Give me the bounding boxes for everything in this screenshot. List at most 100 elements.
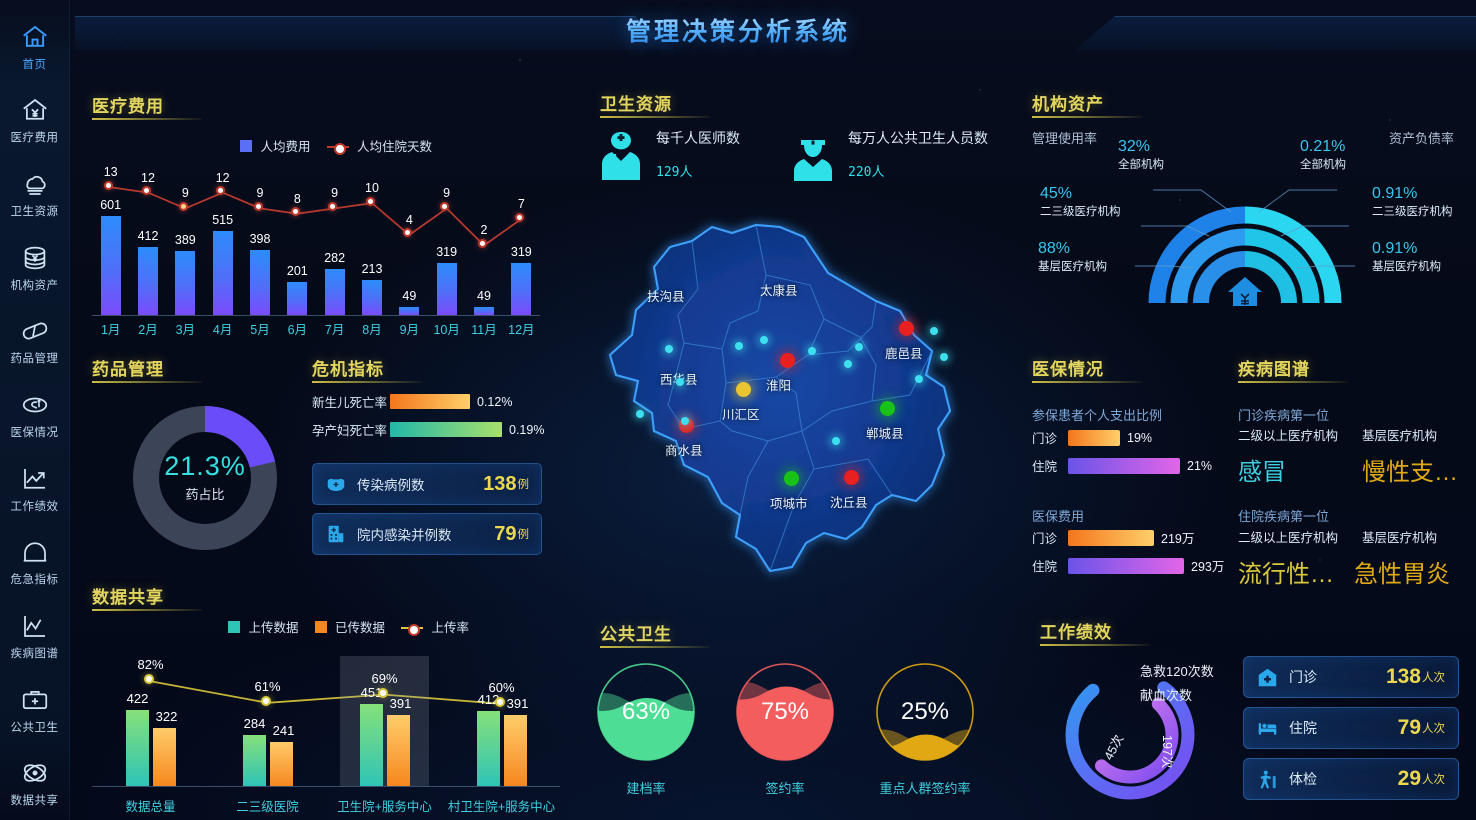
sidebar-item-public-health[interactable]: 公共卫生 [0,673,70,747]
crisis-value-maternal: 0.19% [509,422,545,437]
svg-text:25%: 25% [901,698,949,725]
map-marker-dot [735,342,743,350]
section-title-health-resource: 卫生资源 [600,90,710,118]
legend-swatch-avg-days [326,143,349,155]
legend-item-upload-data: 上传数据 [228,617,299,636]
gauge-center-house-icon [1228,277,1262,306]
bar-category: 4月 [212,323,233,337]
stat-card-checkup[interactable]: 体检 29 人次 [1243,758,1459,800]
bar [362,280,382,315]
disease-col-left-outpatient: 二级以上医疗机构 [1238,429,1339,443]
sidebar-item-disease-map[interactable]: 疾病图谱 [0,599,70,673]
map-region-label[interactable]: 川汇区 [722,408,760,422]
sidebar-label-medical-cost: 医疗费用 [10,132,59,145]
sidebar-item-crisis[interactable]: 危急指标 [0,525,70,599]
map-marker-dot [930,327,938,335]
gauge-name-right-tertiary: 二三级医疗机构 [1372,206,1453,218]
map-marker-red[interactable] [899,321,914,336]
bar-uploaded-value: 322 [155,708,178,724]
map-region-label[interactable]: 扶沟县 [647,290,685,304]
map-region-label[interactable]: 郸城县 [866,427,904,441]
map-marker-green[interactable] [880,401,895,416]
assets-icon [24,246,45,269]
map-marker-yellow[interactable] [736,382,751,397]
sidebar-item-home[interactable]: 首页 [0,10,70,84]
page-title: 管理决策分析系统 [0,12,1476,48]
bar [324,268,345,315]
line-point-value: 12 [215,170,230,185]
nurse-icon [794,140,832,181]
line-point [494,696,505,707]
sidebar-item-medical-cost[interactable]: 医疗费用 [0,84,70,158]
bar-uploaded [503,715,527,786]
crisis-card-infection-cases[interactable]: 传染病例数 138 例 [312,463,542,505]
map-region-label[interactable]: 项城市 [770,497,808,511]
sidebar-label-public-health: 公共卫生 [10,721,59,734]
stat-card-value-checkup: 29 [1397,767,1421,790]
section-title-public-health: 公共卫生 [600,620,710,648]
insurance-bar-inpatient-fee [1068,557,1184,574]
map-region-label[interactable]: 沈丘县 [830,496,868,510]
insurance-value-inpatient-fee: 293万 [1191,560,1225,574]
map-marker-dot [855,343,863,351]
bar-value: 319 [510,244,532,259]
liquid-gauge: 25% [876,663,974,761]
sidebar-item-insurance[interactable]: 医保情况 [0,378,70,452]
stat-card-unit-inpatient: 人次 [1422,723,1445,735]
stat-card-inpatient[interactable]: 住院 79 人次 [1243,707,1459,749]
disease-heading-inpatient: 住院疾病第一位 [1238,509,1330,524]
line-point-value: 13 [103,165,118,180]
line-point [328,201,338,211]
health-resource-public-staff-value: 220人 [848,165,885,180]
line-point [260,695,271,706]
map-marker-green[interactable] [784,471,799,486]
sidebar-label-institution-assets: 机构资产 [10,279,59,292]
crisis-card-nosocomial[interactable]: 院内感染并例数 79 例 [312,513,542,555]
section-title-drug-mgmt: 药品管理 [92,355,202,383]
sidebar-item-institution-assets[interactable]: 机构资产 [0,231,70,305]
drug-ratio-donut: 21.3% 药占比 [122,395,288,566]
bar-value: 398 [249,231,271,246]
crisis-row-maternal: 孕产妇死亡率 0.19% [312,420,544,439]
legend-label-upload-data: 上传数据 [248,621,299,635]
sidebar-item-work-performance[interactable]: 工作绩效 [0,452,70,526]
map-region-label[interactable]: 淮阳 [766,379,792,393]
sidebar-item-drug-mgmt[interactable]: 药品管理 [0,305,70,379]
gauge-value-right-tertiary: 0.91% [1372,185,1418,202]
gauge-label-left-primary: 88% 基层医疗机构 [1038,240,1107,274]
region-map[interactable] [580,215,1000,615]
insurance-row-inpatient-ratio: 住院 21% [1032,456,1212,475]
bar-upload-value: 412 [477,692,500,708]
map-region-label[interactable]: 鹿邑县 [885,347,923,361]
data-share-chart: 422 322 数据总量 284 241 二三级医院 451 391 卫生院+服务中心 412 39… [92,640,560,815]
bar-category: 6月 [287,323,308,337]
legend-label-uploaded-data: 已传数据 [334,621,385,635]
trend-icon [23,468,45,489]
map-region-label[interactable]: 商水县 [665,444,703,458]
map-marker-red[interactable] [780,353,795,368]
bar-category: 7月 [324,323,345,337]
map-marker-dot [676,378,684,386]
legend-label-avg-cost: 人均费用 [260,140,311,154]
alert-icon [23,542,46,562]
crisis-card-value-nosocomial: 79 [494,522,517,545]
map-marker-red[interactable] [844,470,859,485]
sidebar-item-data-share[interactable]: 数据共享 [0,746,70,820]
bar-category: 10月 [433,323,460,337]
sidebar-item-health-resource[interactable]: 卫生资源 [0,157,70,231]
cloud-icon [25,176,46,195]
stat-card-label-inpatient: 住院 [1289,720,1317,736]
map-region-label[interactable]: 太康县 [760,284,798,298]
public-health-gauges: 63% 建档率 75% 签约率 25% 重点人群签约率 [580,660,1000,810]
stat-card-outpatient[interactable]: 门诊 138 人次 [1243,656,1459,698]
bar-upload [476,711,500,786]
gauge-value-left-tertiary: 45% [1040,185,1073,202]
line-point [253,201,263,211]
liquid-gauge: 63% [597,663,695,761]
bar-upload-value: 451 [360,685,383,701]
gauge-value-left-primary: 88% [1038,240,1071,257]
insurance-row-outpatient-fee: 门诊 219万 [1032,528,1194,547]
bar-category: 1月 [100,323,121,337]
legend-label-avg-days: 人均住院天数 [356,140,432,154]
